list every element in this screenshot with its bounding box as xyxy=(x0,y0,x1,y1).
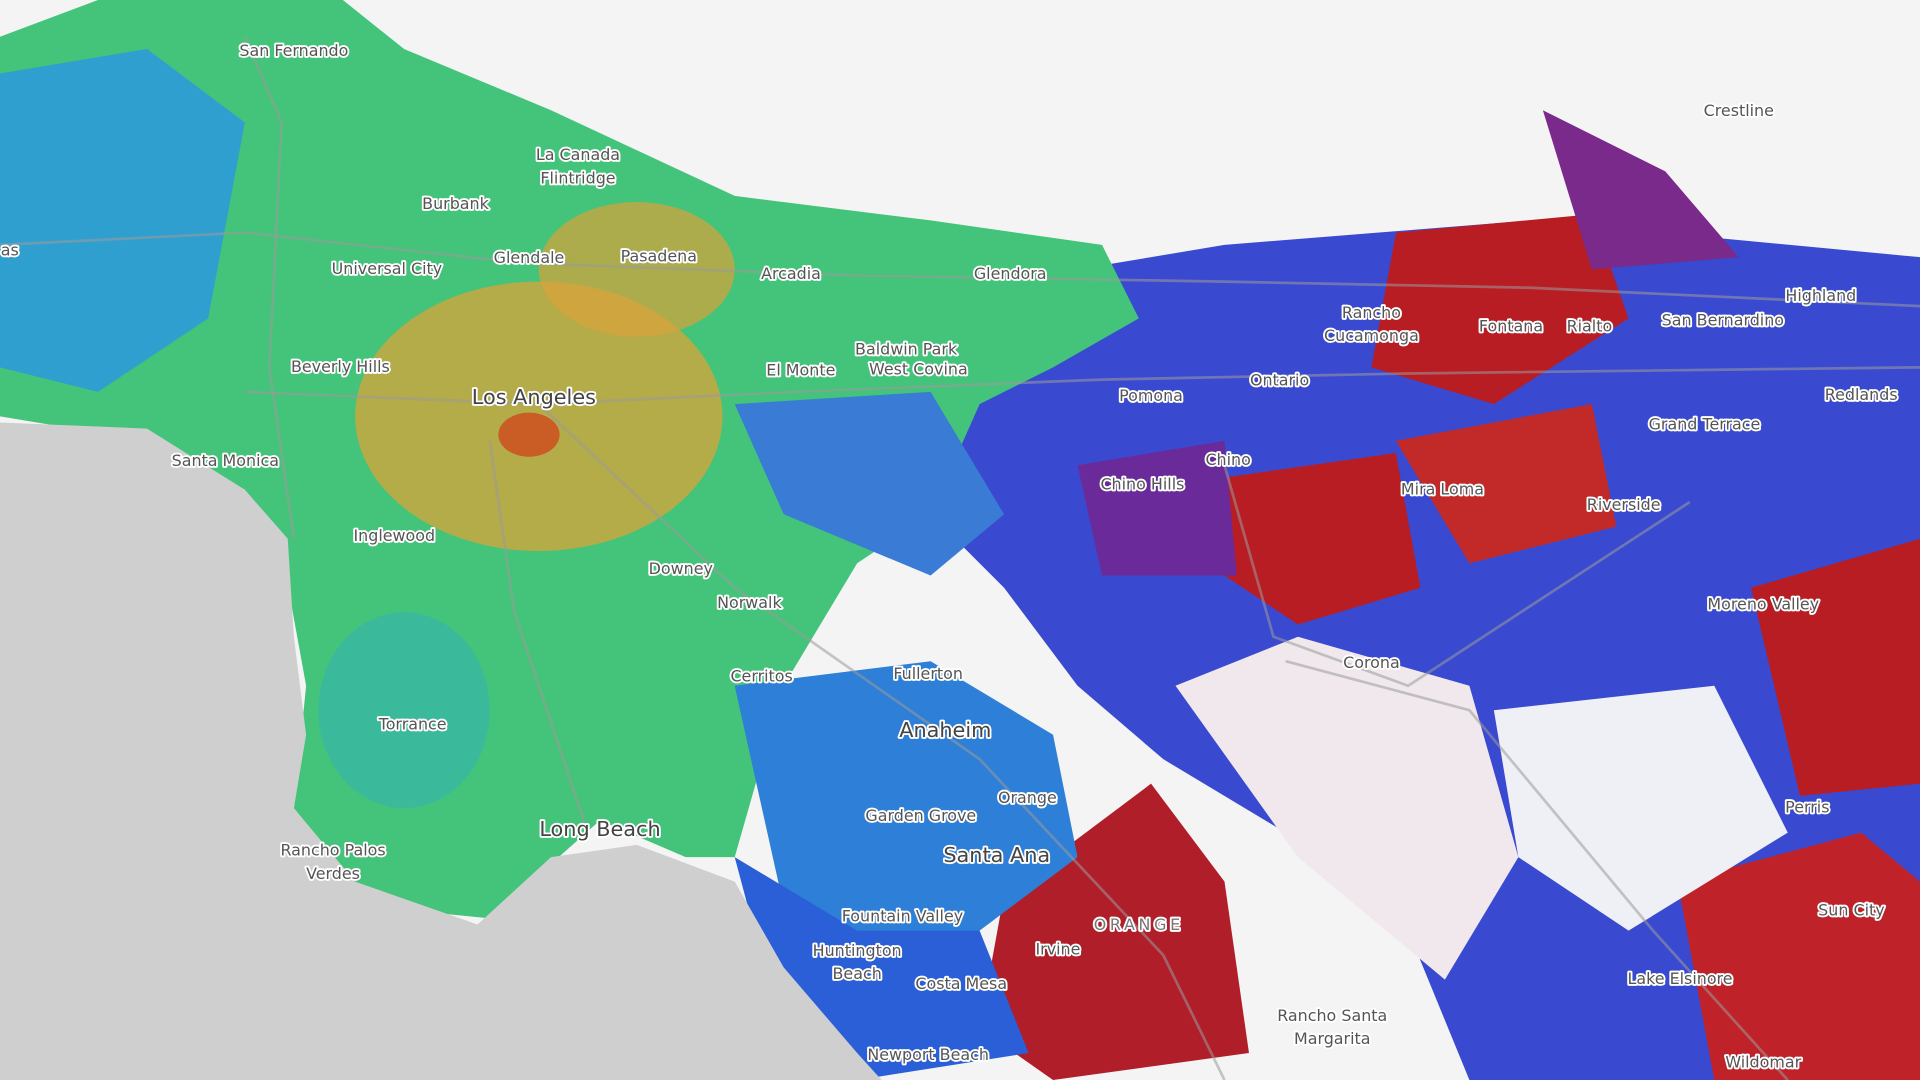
place-label: Riverside xyxy=(1587,495,1661,514)
place-label: Crestline xyxy=(1704,101,1774,120)
place-label: Baldwin Park xyxy=(855,340,958,359)
place-label: Rancho xyxy=(1342,303,1401,322)
place-label: ORANGE xyxy=(1094,915,1184,934)
place-label: San Bernardino xyxy=(1662,310,1784,329)
road xyxy=(488,440,590,834)
place-label: Beverly Hills xyxy=(291,357,390,376)
place-label: Chino xyxy=(1205,450,1250,469)
place-label: Ontario xyxy=(1250,370,1309,389)
region-red xyxy=(1751,538,1920,796)
region-red xyxy=(1371,214,1629,405)
place-label: as xyxy=(1,241,19,260)
place-label: Orange xyxy=(998,788,1057,807)
place-label: Grand Terrace xyxy=(1649,414,1761,433)
region-red xyxy=(1395,404,1617,564)
ocean xyxy=(0,422,882,1080)
place-label: Flintridge xyxy=(540,168,615,187)
road xyxy=(244,366,1920,406)
region-sparse xyxy=(1493,685,1788,931)
place-label: Garden Grove xyxy=(865,806,976,825)
place-label: Pasadena xyxy=(621,247,697,266)
place-label: Costa Mesa xyxy=(915,974,1007,993)
place-label: Huntington xyxy=(813,941,902,960)
place-label: Beach xyxy=(833,964,882,983)
region-orange xyxy=(538,202,735,337)
place-label: Arcadia xyxy=(761,264,821,283)
place-label: Inglewood xyxy=(353,526,435,545)
place-label: Wildomar xyxy=(1725,1052,1801,1071)
place-label: Burbank xyxy=(422,194,489,213)
region-red xyxy=(979,783,1249,1080)
place-label: Fontana xyxy=(1479,316,1543,335)
place-label: Verdes xyxy=(306,864,360,883)
region-red-core xyxy=(498,412,560,457)
place-label: Rialto xyxy=(1567,316,1613,335)
place-label: La Canada xyxy=(536,145,620,164)
place-label: Torrance xyxy=(378,714,447,733)
place-label: Irvine xyxy=(1035,940,1080,959)
place-label: San Fernando xyxy=(239,41,348,60)
road xyxy=(1285,659,1789,1080)
place-label: Rancho Santa xyxy=(1277,1006,1387,1025)
place-label: Newport Beach xyxy=(867,1045,989,1064)
region-purple xyxy=(1542,110,1739,270)
place-label: Moreno Valley xyxy=(1707,594,1819,613)
place-label: Santa Monica xyxy=(172,451,279,470)
road xyxy=(0,231,1920,308)
region-blue xyxy=(734,391,1005,576)
place-label: Sun City xyxy=(1818,901,1885,920)
place-label: Long Beach xyxy=(539,817,660,841)
place-label: Pomona xyxy=(1119,386,1183,405)
place-labels: San Fernando Burbank La Canada Flintridge Gl… xyxy=(0,39,1899,1073)
place-label: Margarita xyxy=(1294,1029,1371,1048)
place-label: Fountain Valley xyxy=(842,907,963,926)
region-blue xyxy=(734,661,1078,980)
place-label: Mira Loma xyxy=(1401,479,1484,498)
region-blue xyxy=(0,48,245,392)
place-label: Cerritos xyxy=(730,667,792,686)
place-label: Universal City xyxy=(332,259,443,278)
place-label: Rancho Palos xyxy=(280,841,385,860)
place-label: Cucamonga xyxy=(1324,326,1419,345)
place-label: Highland xyxy=(1785,286,1856,305)
place-label: Los Angeles xyxy=(472,385,596,409)
place-label: Lake Elsinore xyxy=(1627,969,1732,988)
place-label: Glendale xyxy=(494,248,565,267)
region-teal xyxy=(318,612,490,809)
region-purple xyxy=(1077,440,1237,576)
road xyxy=(243,36,296,539)
place-label: Corona xyxy=(1343,653,1400,672)
place-label: West Covina xyxy=(869,359,968,378)
place-label: Anaheim xyxy=(899,718,991,742)
region-red xyxy=(1677,832,1920,1080)
region-sparse xyxy=(1175,636,1519,980)
place-label: El Monte xyxy=(766,361,835,380)
place-label: Norwalk xyxy=(717,593,782,612)
place-label: Redlands xyxy=(1825,385,1898,404)
place-label: Fullerton xyxy=(893,664,963,683)
place-label: Perris xyxy=(1785,798,1829,817)
region-red xyxy=(1224,453,1421,625)
road xyxy=(537,403,1226,1080)
road xyxy=(1223,464,1691,688)
place-label: Santa Ana xyxy=(943,843,1050,867)
place-label: Glendora xyxy=(974,264,1047,283)
place-label: Chino Hills xyxy=(1100,474,1184,493)
place-label: Downey xyxy=(649,559,713,578)
